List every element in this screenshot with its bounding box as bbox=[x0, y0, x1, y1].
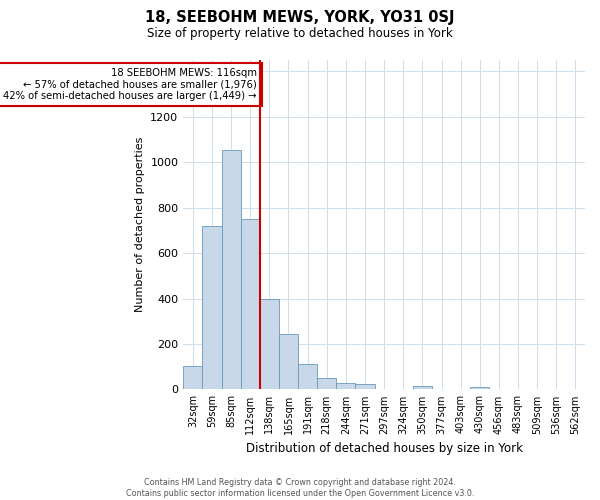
Bar bbox=[221, 150, 241, 390]
Bar bbox=[317, 378, 336, 390]
X-axis label: Distribution of detached houses by size in York: Distribution of detached houses by size … bbox=[245, 442, 523, 455]
Bar bbox=[298, 364, 317, 390]
Bar bbox=[279, 334, 298, 390]
Bar bbox=[336, 383, 355, 390]
Bar bbox=[241, 219, 260, 390]
Bar bbox=[202, 226, 221, 390]
Bar bbox=[260, 298, 279, 390]
Y-axis label: Number of detached properties: Number of detached properties bbox=[135, 137, 145, 312]
Bar bbox=[183, 366, 202, 390]
Text: 18 SEEBOHM MEWS: 116sqm
← 57% of detached houses are smaller (1,976)
42% of semi: 18 SEEBOHM MEWS: 116sqm ← 57% of detache… bbox=[4, 68, 257, 101]
Bar bbox=[355, 384, 374, 390]
Text: Contains HM Land Registry data © Crown copyright and database right 2024.
Contai: Contains HM Land Registry data © Crown c… bbox=[126, 478, 474, 498]
Bar bbox=[413, 386, 432, 390]
Text: Size of property relative to detached houses in York: Size of property relative to detached ho… bbox=[147, 28, 453, 40]
Bar bbox=[470, 386, 490, 390]
Text: 18, SEEBOHM MEWS, YORK, YO31 0SJ: 18, SEEBOHM MEWS, YORK, YO31 0SJ bbox=[145, 10, 455, 25]
